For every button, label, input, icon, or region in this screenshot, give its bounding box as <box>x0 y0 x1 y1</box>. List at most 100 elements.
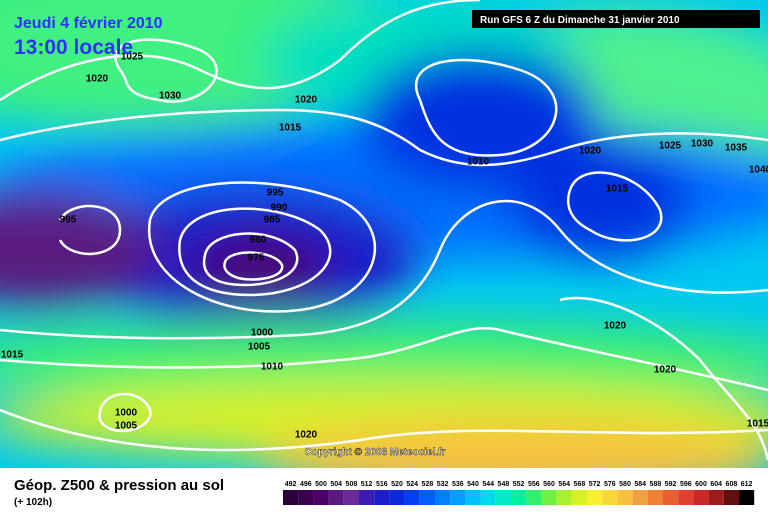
run-box <box>472 10 760 28</box>
legend-level: 612 <box>741 481 753 488</box>
legend-swatch <box>480 490 496 505</box>
legend-swatch <box>723 490 739 505</box>
legend-level: 548 <box>498 481 510 488</box>
isobar-label: 1020 <box>86 74 109 85</box>
legend-swatch <box>617 490 633 505</box>
legend-level: 568 <box>574 481 586 488</box>
legend-swatch <box>435 490 451 505</box>
isobar-label: 1010 <box>467 157 490 168</box>
legend-swatch <box>404 490 420 505</box>
legend: 492 496 500 504 508 512 516 520 524 528 532 536 540 5… <box>283 481 755 505</box>
isobar-label: 1015 <box>606 184 629 195</box>
isobar-labels: 1025 1020 1030 1020 1015 1010 1020 1025 1030 1035… <box>1 52 768 441</box>
legend-level: 516 <box>376 481 388 488</box>
legend-swatch <box>587 490 603 505</box>
legend-swatch <box>343 490 359 505</box>
legend-swatch <box>419 490 435 505</box>
legend-swatch <box>708 490 724 505</box>
legend-swatch <box>602 490 618 505</box>
legend-swatch <box>526 490 542 505</box>
legend-level: 604 <box>710 481 722 488</box>
legend-level: 564 <box>558 481 570 488</box>
legend-level: 600 <box>695 481 707 488</box>
isobar-label: 985 <box>264 215 281 226</box>
legend-swatch <box>328 490 344 505</box>
copyright: Copyright © 2008 Meteociel.fr <box>305 447 446 458</box>
legend-level: 536 <box>452 481 464 488</box>
legend-swatch <box>389 490 405 505</box>
isobar-label: 995 <box>60 215 77 226</box>
legend-swatch <box>465 490 481 505</box>
isobar-label: 1005 <box>248 342 271 353</box>
isobar-label: 980 <box>250 235 267 246</box>
legend-level: 524 <box>406 481 418 488</box>
legend-swatch <box>541 490 557 505</box>
isobar-label: 990 <box>271 203 288 214</box>
legend-level: 608 <box>726 481 738 488</box>
isobar-label: 975 <box>248 253 265 264</box>
isobar-label: 1015 <box>747 419 768 430</box>
isobar-label: 995 <box>267 188 284 199</box>
legend-level: 552 <box>513 481 525 488</box>
legend-level: 580 <box>619 481 631 488</box>
isobar-label: 1000 <box>115 408 138 419</box>
isobar-label: 1030 <box>159 91 182 102</box>
footer-title: Géop. Z500 & pression au sol <box>14 477 224 494</box>
isobar-label: 1015 <box>1 350 24 361</box>
isobar-label: 1020 <box>579 146 602 157</box>
isobar-label: 1030 <box>691 139 714 150</box>
legend-level: 508 <box>346 481 358 488</box>
legend-swatch <box>632 490 648 505</box>
isobar-label: 1015 <box>279 123 302 134</box>
isobar-label: 1025 <box>659 141 682 152</box>
legend-level: 540 <box>467 481 479 488</box>
legend-swatch <box>298 490 314 505</box>
legend-swatch <box>511 490 527 505</box>
legend-level: 560 <box>543 481 555 488</box>
legend-swatch <box>313 490 329 505</box>
legend-swatch <box>556 490 572 505</box>
run-info: Run GFS 6 Z du Dimanche 31 janvier 2010 <box>480 15 680 26</box>
legend-swatch <box>374 490 390 505</box>
footer-subtitle: (+ 102h) <box>14 497 52 508</box>
legend-level: 588 <box>650 481 662 488</box>
legend-swatch <box>663 490 679 505</box>
legend-level: 512 <box>361 481 373 488</box>
legend-swatch <box>283 490 299 505</box>
isobar-label: 1020 <box>654 365 677 376</box>
legend-level: 596 <box>680 481 692 488</box>
legend-level: 556 <box>528 481 540 488</box>
legend-swatch <box>693 490 709 505</box>
forecast-time: 13:00 locale <box>14 36 133 59</box>
legend-level: 500 <box>315 481 327 488</box>
legend-swatch <box>739 490 755 505</box>
legend-level: 544 <box>482 481 494 488</box>
isobar-label: 1020 <box>604 321 627 332</box>
isobar-label: 1040 <box>749 165 768 176</box>
legend-swatch <box>571 490 587 505</box>
isobar-label: 1025 <box>121 52 144 63</box>
legend-level: 576 <box>604 481 616 488</box>
legend-level: 532 <box>437 481 449 488</box>
legend-level: 572 <box>589 481 601 488</box>
legend-level: 584 <box>634 481 646 488</box>
legend-swatch <box>647 490 663 505</box>
isobar-label: 1005 <box>115 421 138 432</box>
legend-swatch <box>450 490 466 505</box>
legend-level: 492 <box>285 481 297 488</box>
legend-level: 496 <box>300 481 312 488</box>
legend-swatch <box>678 490 694 505</box>
isobar-label: 1010 <box>261 362 284 373</box>
legend-swatch <box>359 490 375 505</box>
isobar-label: 1035 <box>725 143 748 154</box>
isobar-label: 1000 <box>251 328 274 339</box>
isobar-label: 1020 <box>295 430 318 441</box>
isobar-label: 1020 <box>295 95 318 106</box>
forecast-date: Jeudi 4 février 2010 <box>14 15 163 32</box>
isobars <box>0 0 768 461</box>
legend-level: 528 <box>422 481 434 488</box>
legend-level: 592 <box>665 481 677 488</box>
legend-swatch <box>495 490 511 505</box>
legend-level: 520 <box>391 481 403 488</box>
